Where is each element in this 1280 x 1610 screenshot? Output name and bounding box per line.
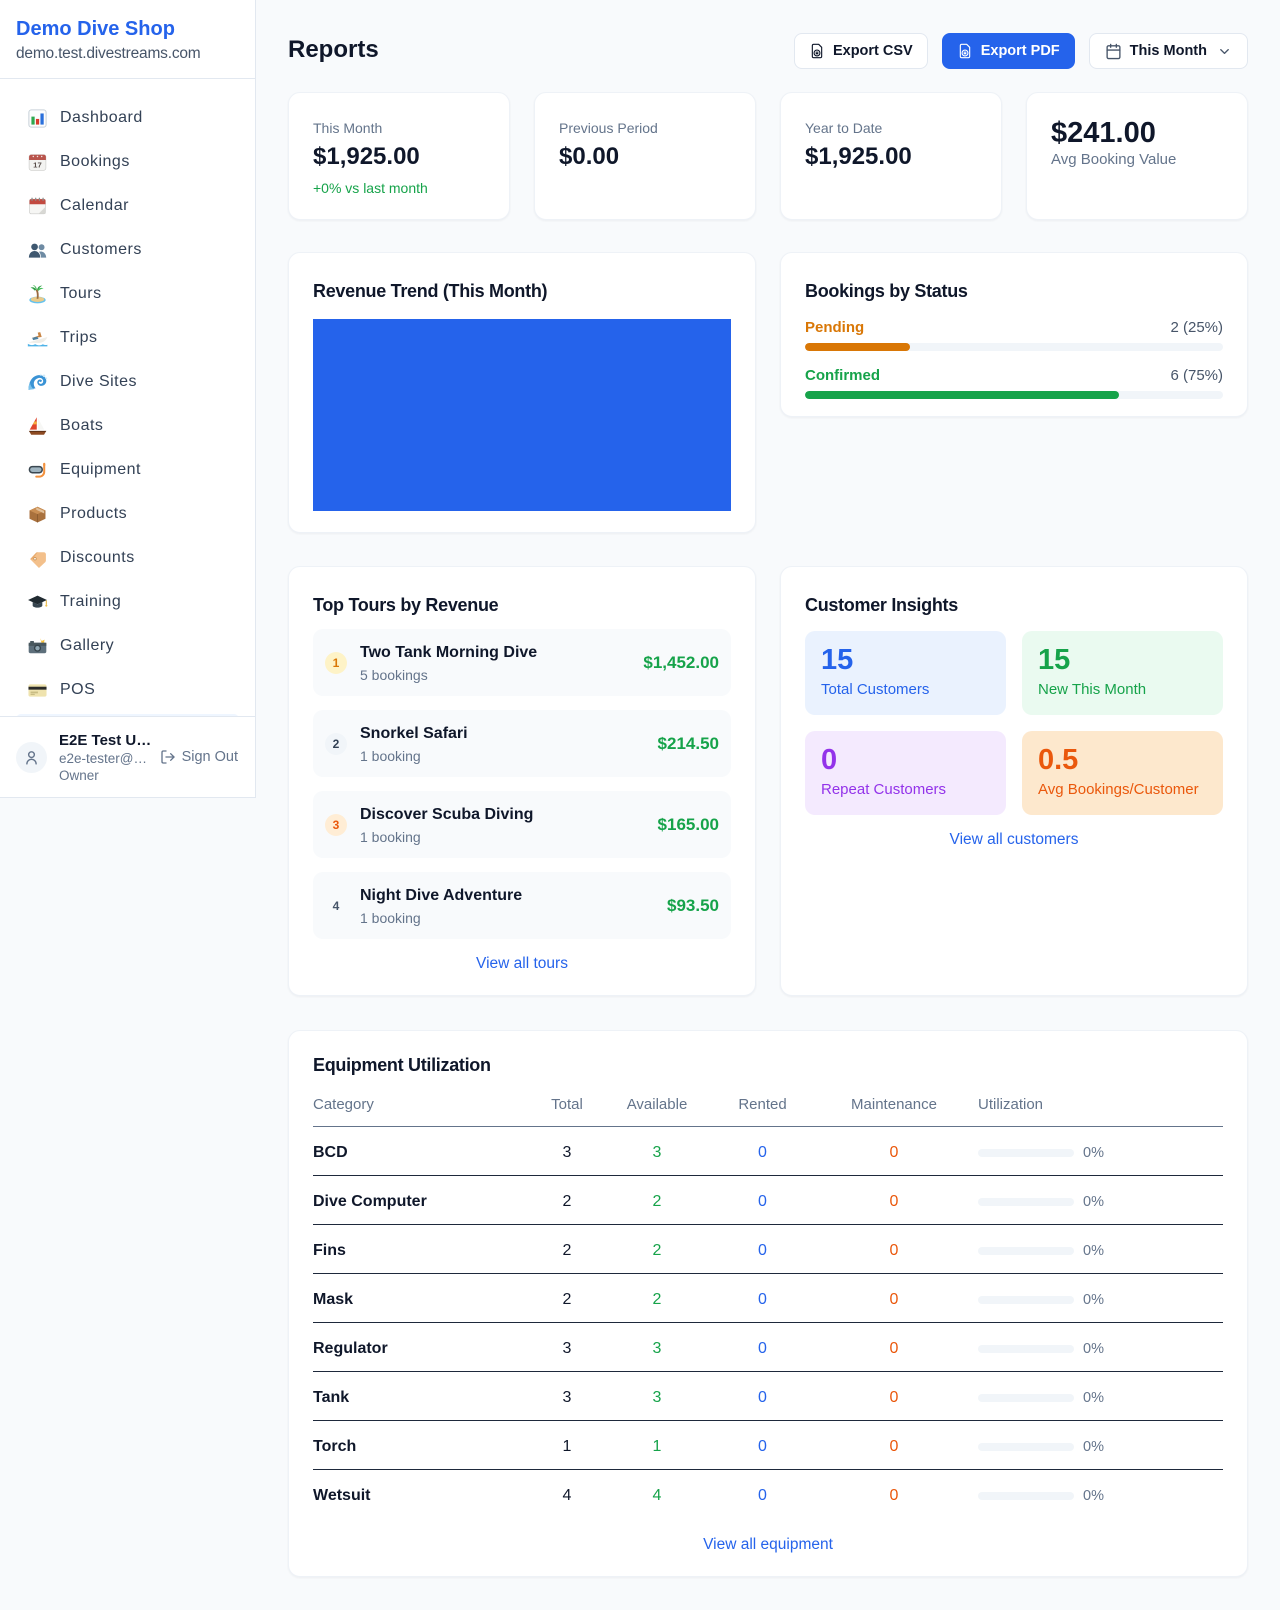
svg-text:17: 17: [33, 160, 42, 169]
